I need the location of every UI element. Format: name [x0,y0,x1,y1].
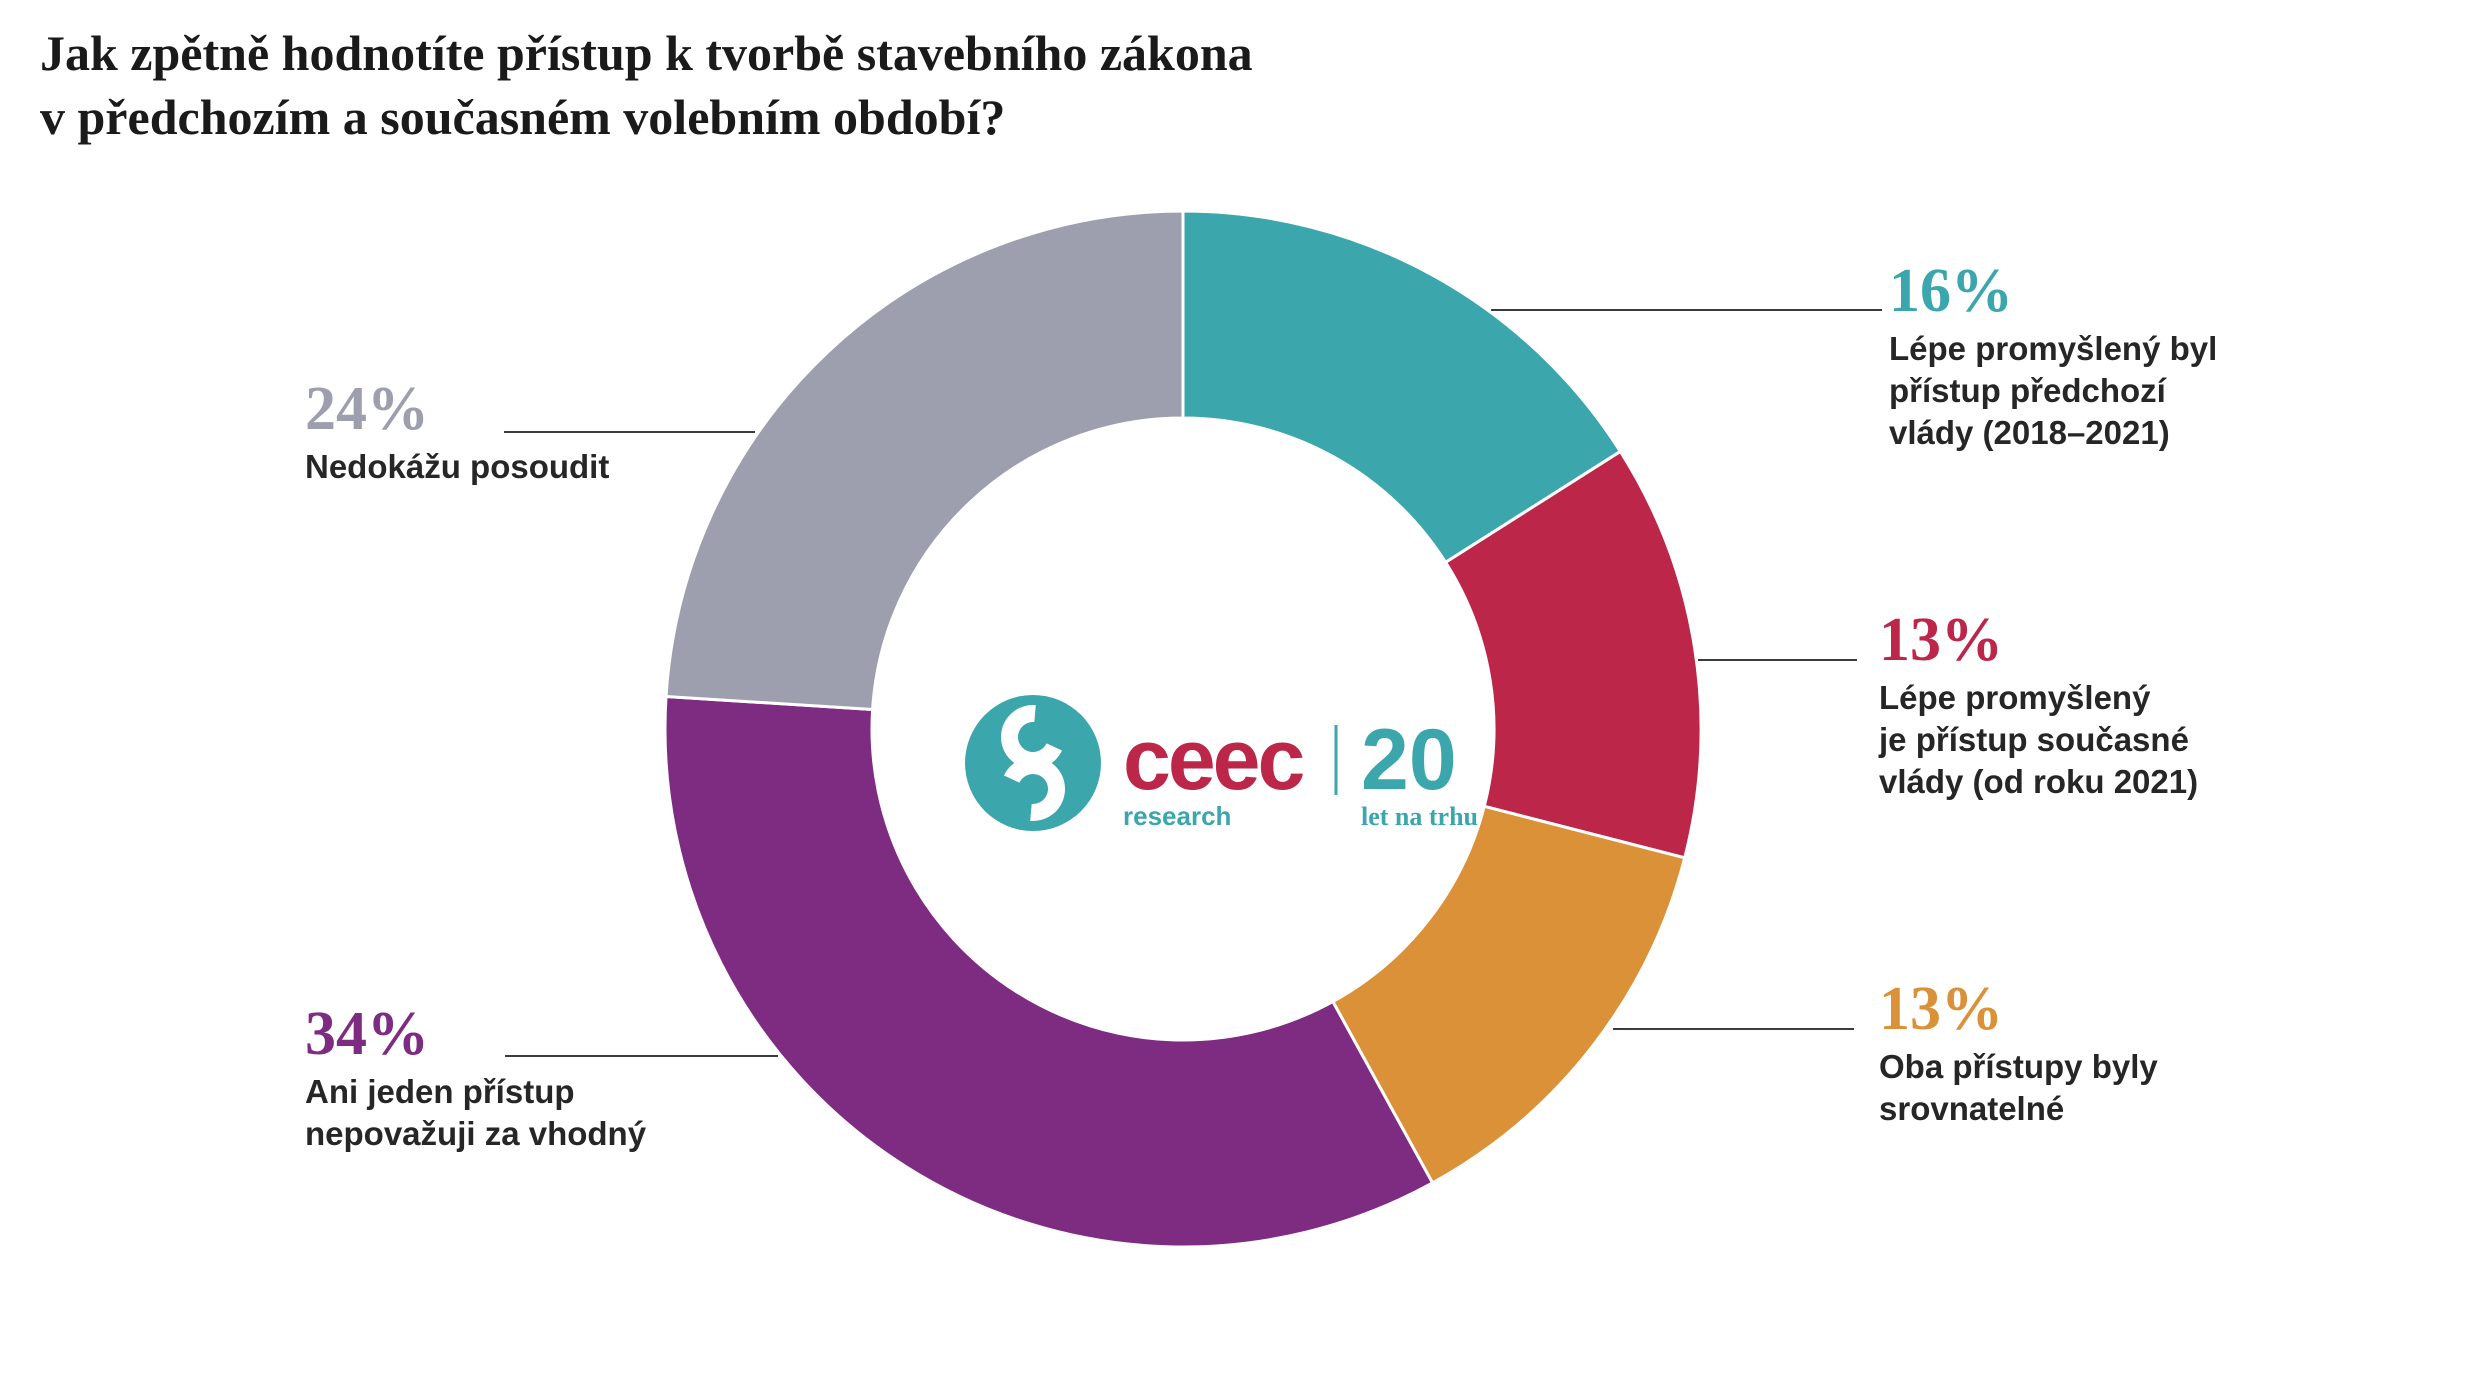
svg-text:let na trhu: let na trhu [1361,802,1478,831]
svg-text:ceec: ceec [1123,712,1303,808]
svg-text:20: 20 [1361,712,1457,808]
svg-text:research: research [1123,801,1231,831]
